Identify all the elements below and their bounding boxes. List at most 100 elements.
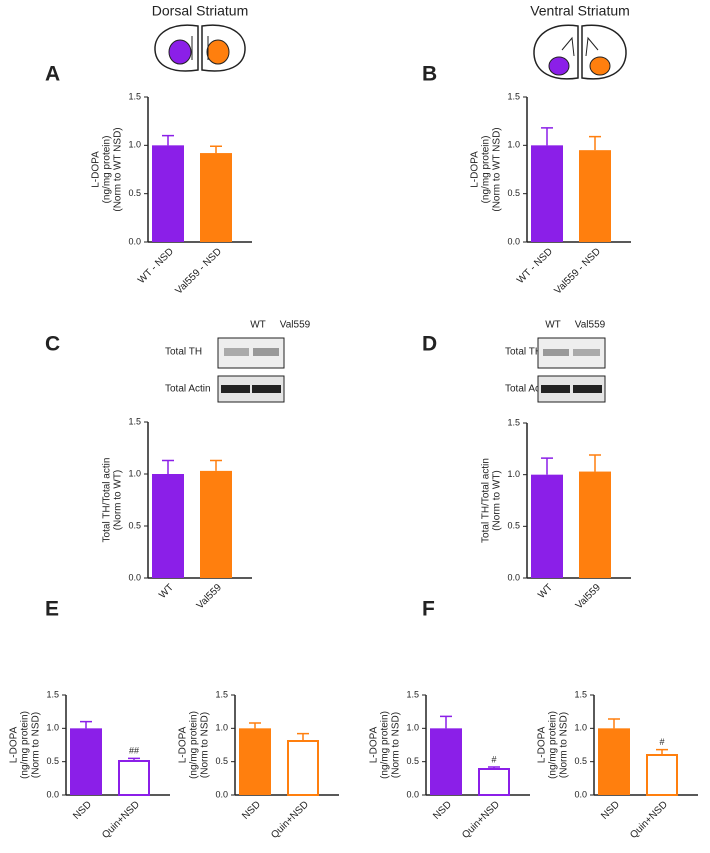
y-axis-label: (Norm to WT) [113, 470, 124, 531]
x-tick-label: Quin+NSD [460, 799, 502, 841]
y-axis-label: (Norm to WT) [492, 470, 503, 531]
bar [239, 728, 271, 795]
y-tick-label: 0.5 [128, 520, 141, 530]
error-bar [210, 145, 222, 154]
x-tick-label: Quin+NSD [269, 799, 311, 841]
bar [200, 153, 232, 242]
error-bar [80, 720, 92, 729]
y-axis-label: (ng/mg protein) [102, 136, 113, 204]
error-bar [162, 134, 174, 146]
error-bar [541, 457, 553, 475]
y-tick-label: 0.0 [46, 789, 59, 799]
brain-icon [154, 24, 246, 72]
y-axis-label: L-DOPA [537, 726, 548, 763]
panel-letter: A [45, 63, 60, 86]
blot-lane: Val559 [575, 320, 606, 331]
x-tick-label: NSD [431, 799, 454, 822]
y-tick-label: 1.0 [215, 723, 228, 733]
panel-letter: D [422, 333, 437, 356]
x-tick-label: Val559 [195, 582, 225, 612]
y-tick-label: 0.0 [215, 789, 228, 799]
y-tick-label: 0.5 [507, 521, 520, 531]
x-tick-label: NSD [240, 799, 263, 822]
bar [531, 474, 563, 578]
y-axis-label: L-DOPA [9, 726, 20, 763]
bar [118, 760, 150, 796]
x-tick-label: WT - NSD [136, 246, 176, 286]
y-tick-label: 1.0 [406, 723, 419, 733]
header: Ventral Striatum [530, 3, 630, 19]
y-tick-label: 1.5 [128, 91, 141, 101]
bar [579, 471, 611, 578]
bar [200, 470, 232, 578]
x-tick-label: Val559 - NSD [173, 246, 223, 296]
y-tick-label: 1.5 [507, 91, 520, 101]
y-tick-label: 1.5 [507, 417, 520, 427]
error-bar [162, 459, 174, 474]
x-tick-label: NSD [71, 799, 94, 822]
significance-marker: # [491, 754, 496, 764]
brain-icon [533, 24, 627, 80]
y-axis-label: (ng/mg protein) [548, 711, 559, 779]
y-axis-label: (Norm to WT NSD) [113, 127, 124, 211]
panel-letter: E [45, 598, 59, 621]
blot-image [537, 337, 606, 403]
blot-lane: WT [250, 320, 266, 331]
bar [646, 754, 678, 796]
y-tick-label: 0.0 [128, 236, 141, 246]
y-tick-label: 0.0 [128, 572, 141, 582]
error-bar [249, 722, 261, 729]
bar [531, 145, 563, 242]
bar [287, 740, 319, 796]
bar [152, 145, 184, 242]
bar [70, 728, 102, 795]
y-axis-label: Total TH/Total actin [481, 458, 492, 543]
y-axis-label: (ng/mg protein) [189, 711, 200, 779]
bar [598, 728, 630, 795]
bar [152, 474, 184, 578]
y-tick-label: 1.0 [507, 469, 520, 479]
y-tick-label: 1.5 [406, 689, 419, 699]
y-tick-label: 0.5 [46, 756, 59, 766]
x-tick-label: NSD [599, 799, 622, 822]
y-axis-label: L-DOPA [178, 726, 189, 763]
y-axis-label: (Norm to NSD) [391, 712, 402, 778]
blot-row: Total TH [505, 347, 542, 358]
y-axis-label: (ng/mg protein) [20, 711, 31, 779]
y-tick-label: 1.0 [46, 723, 59, 733]
bar [430, 728, 462, 795]
error-bar [541, 127, 553, 146]
header: Dorsal Striatum [152, 3, 248, 19]
error-bar [589, 135, 601, 151]
y-tick-label: 1.0 [128, 468, 141, 478]
y-tick-label: 0.0 [507, 236, 520, 246]
error-bar [128, 757, 140, 761]
y-tick-label: 0.0 [406, 789, 419, 799]
significance-marker: # [659, 737, 664, 747]
y-axis-label: (Norm to NSD) [31, 712, 42, 778]
y-tick-label: 1.5 [215, 689, 228, 699]
blot-image [217, 337, 285, 403]
x-tick-label: WT [157, 582, 176, 601]
x-tick-label: Val559 [574, 582, 604, 612]
y-tick-label: 0.5 [215, 756, 228, 766]
y-axis-label: Total TH/Total actin [102, 458, 113, 543]
error-bar [656, 748, 668, 755]
error-bar [297, 732, 309, 741]
y-tick-label: 1.0 [128, 140, 141, 150]
x-tick-label: Quin+NSD [628, 799, 670, 841]
y-axis-label: (Norm to NSD) [200, 712, 211, 778]
x-tick-label: Quin+NSD [100, 799, 142, 841]
y-axis-label: L-DOPA [470, 151, 481, 188]
panel-letter: C [45, 333, 60, 356]
y-axis-label: (ng/mg protein) [481, 136, 492, 204]
y-tick-label: 0.0 [507, 572, 520, 582]
y-tick-label: 0.5 [128, 188, 141, 198]
y-axis-label: (Norm to WT NSD) [492, 127, 503, 211]
error-bar [210, 459, 222, 471]
blot-lane: Val559 [280, 320, 311, 331]
bar [478, 768, 510, 796]
blot-row: Total Actin [505, 384, 551, 395]
y-axis-label: (ng/mg protein) [380, 711, 391, 779]
